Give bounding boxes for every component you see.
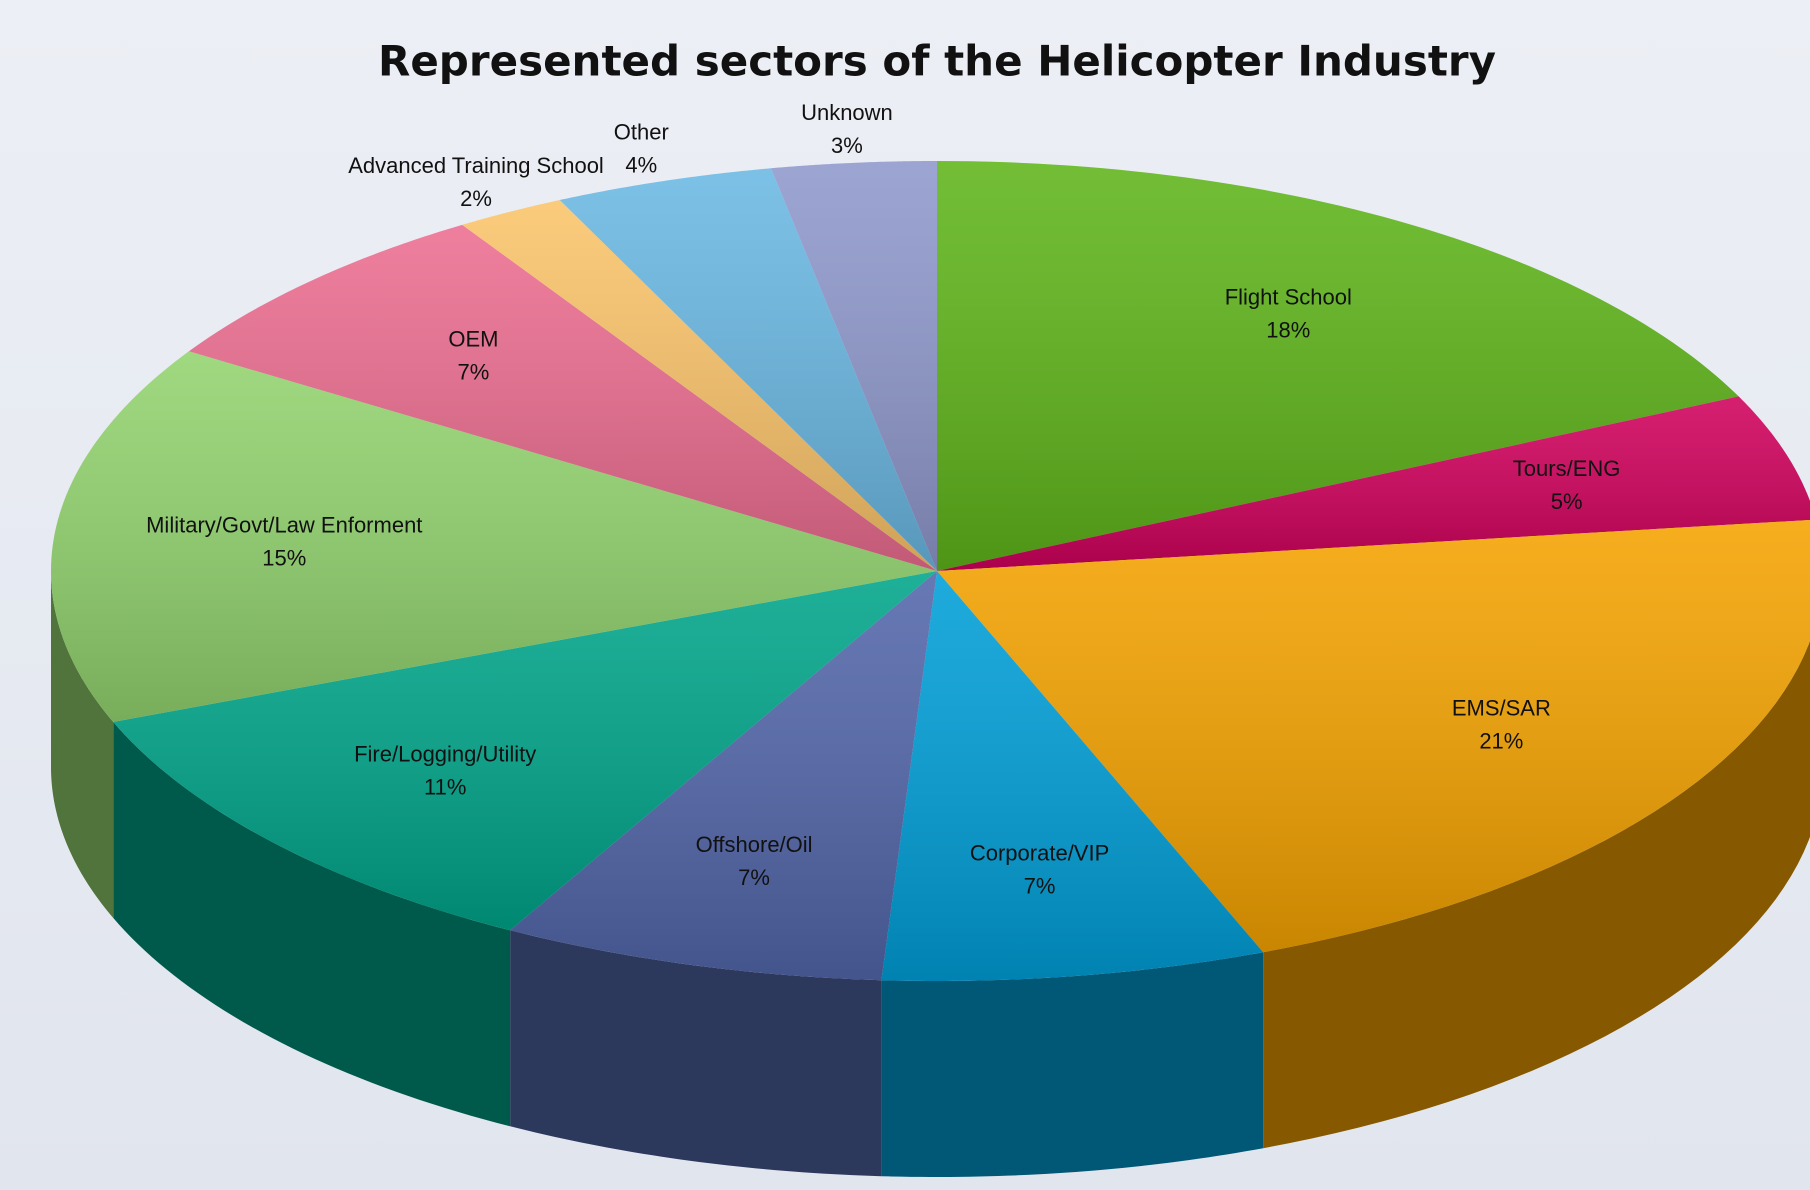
slice-value-label: 21%: [1479, 728, 1523, 753]
slice-label: Corporate/VIP: [970, 840, 1109, 865]
slice-value-label: 7%: [1024, 873, 1056, 898]
slice-value-label: 4%: [625, 153, 657, 178]
slice-shade: [51, 351, 937, 722]
slice-label: Advanced Training School: [348, 153, 604, 178]
slice-label: Flight School: [1225, 285, 1352, 310]
slice-shade: [188, 224, 937, 571]
slice-value-label: 3%: [831, 133, 863, 158]
slice-label: Other: [614, 120, 669, 145]
slice-shade: [559, 168, 937, 572]
slice-side: [113, 721, 511, 1127]
slice-shade: [462, 200, 937, 571]
slice-value-label: 5%: [1551, 489, 1583, 514]
slice-side: [1263, 640, 1810, 1149]
slice-shade: [113, 571, 938, 931]
slice-label: Military/Govt/Law Enforment: [146, 512, 422, 537]
slice-value-label: 15%: [262, 545, 306, 570]
slice-side: [881, 952, 1264, 1177]
slice-value-label: 18%: [1266, 318, 1310, 343]
slice-value-label: 7%: [457, 359, 489, 384]
slice-shade: [937, 161, 1739, 571]
slice-label: Fire/Logging/Utility: [354, 741, 536, 766]
slice-label: OEM: [448, 326, 498, 351]
slice-shade: [937, 396, 1810, 571]
slice-side: [51, 571, 114, 918]
slice-value-label: 11%: [424, 774, 466, 799]
chart-title: Represented sectors of the Helicopter In…: [378, 37, 1496, 86]
slice-shade: [770, 161, 937, 571]
slice-side: [510, 930, 882, 1177]
slice-value-label: 7%: [738, 865, 770, 890]
slice-shade: [937, 519, 1810, 953]
slice-value-label: 2%: [460, 186, 492, 211]
slice-label: Tours/ENG: [1513, 456, 1621, 481]
slice-label: EMS/SAR: [1452, 695, 1551, 720]
slice-label: Offshore/Oil: [696, 832, 813, 857]
slice-shade: [510, 571, 937, 981]
slice-label: Unknown: [801, 100, 893, 125]
slice-shade: [881, 571, 1264, 981]
